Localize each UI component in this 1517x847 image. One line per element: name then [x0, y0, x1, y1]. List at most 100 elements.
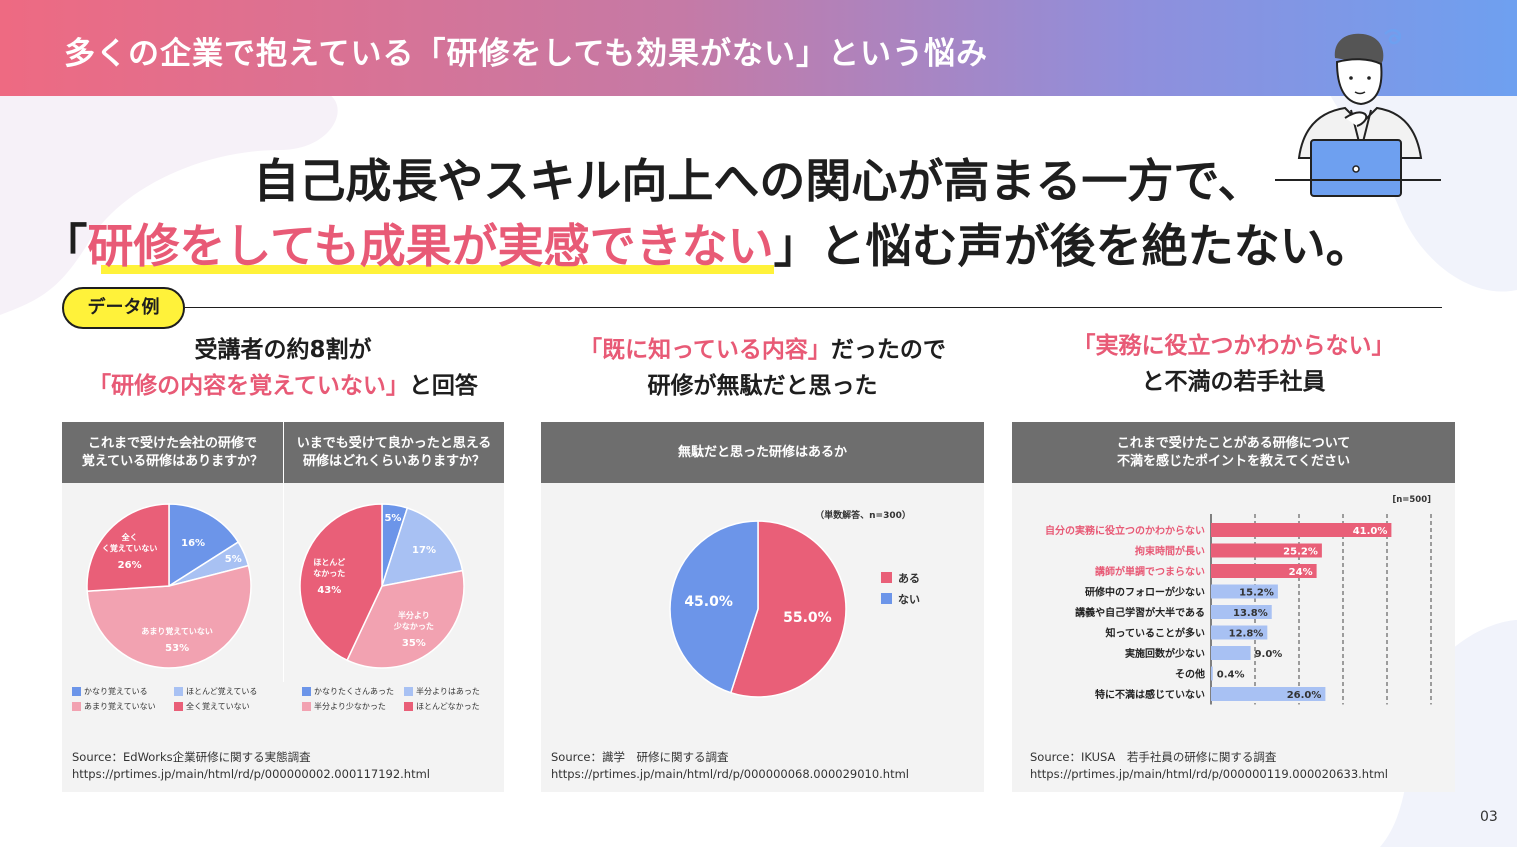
source-label: Source：IKUSA 若手社員の研修に関する調査 — [1030, 750, 1277, 764]
column-1-heading: 受講者の約8割が 「研修の内容を覚えていない」と回答 — [62, 332, 504, 404]
category-label: 特に不満は感じていない — [1095, 688, 1205, 701]
legend-swatch — [302, 687, 311, 696]
panel-shikigaku: 無駄だと思った研修はあるか 55.0% 45.0% （単数解答、n=300） ある ない… — [541, 422, 984, 792]
source-url[interactable]: https://prtimes.jp/main/html/rd/p/000000… — [72, 767, 431, 781]
legend-label: ある — [898, 572, 920, 585]
pie-slice — [380, 507, 464, 587]
legend-item: ほとんど覚えている — [174, 686, 257, 697]
column-2-line-1: 「既に知っている内容」だったので — [541, 332, 984, 368]
legend-item: あまり覚えていない — [72, 701, 156, 712]
legend-label: 全く覚えていない — [186, 702, 250, 711]
source-url[interactable]: https://prtimes.jp/main/html/rd/p/000000… — [1030, 767, 1389, 781]
bar-chart-dissatisfaction: [n=500]0%10%20%30%40%50%自分の実務に役立つのかわからない… — [1045, 495, 1432, 705]
pie-slice — [729, 520, 847, 698]
panel-edworks: これまで受けた会社の研修で 覚えている研修はありますか？ いまでも受けて良かったと… — [62, 422, 504, 792]
column-2-rest: だったので — [830, 337, 946, 363]
column-1-line-1: 受講者の約8割が — [194, 337, 372, 363]
bar — [1211, 564, 1317, 578]
bar — [1211, 605, 1272, 619]
slice-value-label: 45.0% — [684, 594, 733, 610]
pie-slice — [346, 569, 465, 669]
category-label: 自分の実務に役立つのかわからない — [1045, 524, 1205, 537]
panel-2-source: Source：識学 研修に関する調査 https://prtimes.jp/ma… — [551, 749, 909, 783]
slice-value-label: 17% — [412, 545, 436, 556]
panel-1-source: Source：EdWorks企業研修に関する実態調査 https://prtim… — [72, 749, 430, 783]
slice-name-label: 全く — [121, 532, 138, 542]
column-1-highlight: 「研修の内容を覚えていない」 — [88, 373, 409, 399]
panel-3-q-line-2: 不満を感じたポイントを教えてください — [1117, 453, 1350, 469]
legend-swatch — [404, 702, 413, 711]
slice-name-label: 少なかった — [393, 621, 434, 631]
bar — [1211, 687, 1326, 701]
section-rule — [185, 307, 1442, 308]
column-3-highlight: 「実務に役立つかわからない」 — [1072, 333, 1395, 359]
slice-value-label: 43% — [317, 585, 341, 596]
panel-1-q2-line-2: 研修はどれくらいありますか？ — [302, 453, 485, 469]
legend-item: 半分よりはあった — [404, 686, 480, 697]
headline-rest: 」と悩む声が後を絶たない。 — [773, 219, 1372, 273]
pie-chart-useful: 5% 17% 半分より少なかった 35% ほとんどなかった 43% — [299, 503, 465, 669]
bar-value-label: 12.8% — [1229, 629, 1264, 640]
legend-label: ほとんどなかった — [416, 702, 480, 711]
bar-value-label: 13.8% — [1233, 608, 1268, 619]
slice-value-label: 16% — [181, 538, 205, 549]
category-label: その他 — [1175, 668, 1205, 681]
legend-swatch — [881, 593, 892, 604]
bar — [1211, 523, 1392, 537]
bar — [1211, 584, 1278, 599]
slice-value-label: 55.0% — [783, 610, 832, 626]
column-2-heading: 「既に知っている内容」だったので 研修が無駄だと思った — [541, 332, 984, 404]
category-label: 拘束時間が長い — [1135, 545, 1205, 558]
slice-name-label: なかった — [313, 568, 345, 578]
legend-label: 半分より少なかった — [314, 702, 386, 711]
bar-value-label: 9.0% — [1255, 649, 1283, 660]
bar — [1211, 646, 1251, 660]
source-label: Source：識学 研修に関する調査 — [551, 750, 729, 764]
panel-3-question: これまで受けたことがある研修について 不満を感じたポイントを教えてください — [1012, 422, 1455, 483]
legend-swatch — [72, 702, 81, 711]
legend-swatch — [302, 702, 311, 711]
category-label: 講義や自己学習が大半である — [1075, 606, 1205, 619]
bar — [1211, 625, 1268, 640]
legend-label: 半分よりはあった — [416, 687, 480, 696]
headline-highlight-text: 研修をしても成果が実感できない — [87, 219, 774, 273]
legend-label: ない — [898, 593, 920, 606]
column-3-heading: 「実務に役立つかわからない」 と不満の若手社員 — [1012, 328, 1455, 400]
legend-item: 全く覚えていない — [174, 701, 250, 712]
category-label: 実施回数が少ない — [1125, 647, 1205, 660]
slice-name-label: ほとんど — [313, 557, 345, 567]
legend-swatch — [72, 687, 81, 696]
legend-swatch — [174, 702, 183, 711]
category-label: 講師が単調でつまらない — [1095, 565, 1205, 578]
legend-label: かなりたくさんあった — [314, 687, 394, 696]
source-url[interactable]: https://prtimes.jp/main/html/rd/p/000000… — [551, 767, 910, 781]
category-label: 研修中のフォローが少ない — [1085, 586, 1205, 599]
bar — [1211, 666, 1213, 681]
column-3-line-2: と不満の若手社員 — [1141, 369, 1326, 395]
bar-value-label: 0.4% — [1217, 670, 1245, 681]
bar-value-label: 25.2% — [1283, 547, 1318, 558]
slice-name-label: あまり覚えていない — [141, 626, 213, 636]
pie-slice — [86, 564, 252, 669]
bar — [1211, 543, 1322, 558]
slice-value-label: 35% — [402, 638, 426, 649]
panel-3-source: Source：IKUSA 若手社員の研修に関する調査 https://prtim… — [1030, 749, 1388, 783]
legend-swatch — [404, 687, 413, 696]
pie-slice — [299, 503, 383, 662]
slice-value-label: 26% — [118, 560, 142, 571]
slice-name-label: 半分より — [398, 610, 430, 620]
panel-1-q1-line-1: これまで受けた会社の研修で — [87, 435, 257, 451]
panel-1-divider — [283, 422, 284, 682]
bar-value-label: 26.0% — [1287, 690, 1322, 701]
slice-name-label: く覚えていない — [102, 543, 158, 553]
sample-note: （単数解答、n=300） — [815, 509, 911, 521]
legend-memory: かなり覚えている ほとんど覚えている あまり覚えていない 全く覚えていない — [72, 686, 282, 716]
panel-1-q1-line-2: 覚えている研修はありますか？ — [81, 453, 264, 469]
headline-line-2: 「研修をしても成果が実感できない」と悩む声が後を絶たない。 — [0, 210, 1465, 276]
column-1-rest: と回答 — [408, 373, 478, 399]
panel-3-q-line-1: これまで受けたことがある研修について — [1116, 435, 1351, 451]
bar-value-label: 15.2% — [1239, 588, 1274, 599]
column-2-highlight: 「既に知っている内容」 — [579, 337, 831, 363]
